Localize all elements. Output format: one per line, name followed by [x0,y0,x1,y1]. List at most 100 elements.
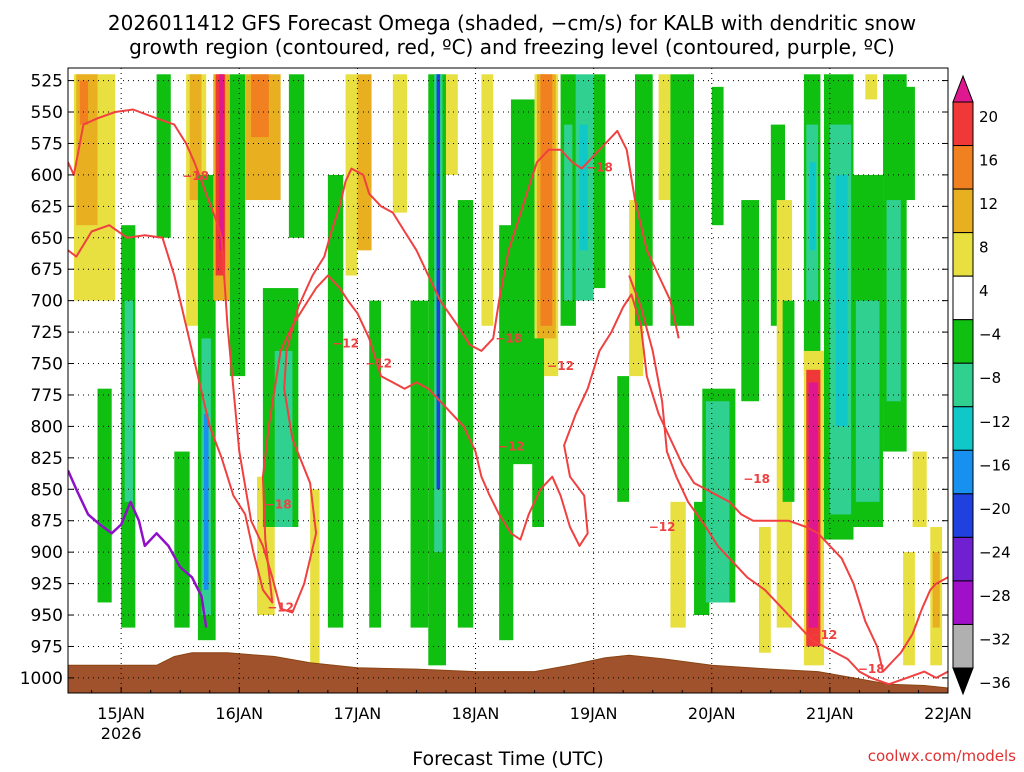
omega-shade-region [251,74,269,138]
y-tick-label: 750 [31,355,63,375]
y-tick-label: 525 [31,72,63,92]
omega-shade-region [79,80,89,125]
omega-shade-region [327,174,344,628]
omega-shade-region [711,86,724,226]
x-tick-label: 18JAN [452,704,500,723]
omega-shade-region [410,300,429,628]
dgz-contour-minus12 [68,224,948,673]
colorbar-segment [952,232,974,277]
colorbar-cap-bottom [952,667,974,696]
omega-shade-region [499,225,514,641]
y-tick-label: 975 [31,637,63,657]
colorbar-segment [952,101,974,147]
x-tick-label: 19JAN [570,704,618,723]
y-tick-label: 775 [31,386,63,406]
omega-shade-region [124,300,133,502]
omega-shade-region [617,376,630,502]
y-tick-label: 825 [31,449,63,469]
x-tick-sublabel: 2026 [101,724,142,743]
contour-label: −18 [743,472,770,486]
omega-shade-region [445,74,458,175]
x-tick-label: 20JAN [688,704,736,723]
chart-title-line1: 2026011412 GFS Forecast Omega (shaded, −… [108,11,916,35]
y-tick-label: 675 [31,260,63,280]
omega-shade-region [229,74,246,377]
omega-shade-region [741,200,760,402]
omega-shade-region [189,74,202,201]
omega-shade-region [900,86,915,201]
contour-label: −12 [365,357,392,371]
omega-shade-region [670,501,686,628]
colorbar-segment [952,493,974,538]
omega-shade-region [564,124,573,301]
y-tick-label: 875 [31,512,63,532]
colorbar-label: 16 [979,152,998,170]
x-tick-label: 16JAN [215,704,263,723]
y-tick-label: 1000 [20,669,63,689]
x-tick-label: 17JAN [334,704,382,723]
colorbar-label: 8 [979,239,989,257]
colorbar-label: −8 [979,369,1001,387]
colorbar-segment [952,319,974,364]
omega-shade-region [579,124,588,251]
colorbar-segment [952,536,974,582]
colorbar-segment [952,275,974,321]
omega-shade-region [203,413,209,590]
chart-title-line2: growth region (contoured, red, ºC) and f… [129,35,895,59]
colorbar-segment [952,362,974,408]
colorbar-segment [952,449,974,495]
omega-shade-region [865,74,878,100]
omega-shade-region [532,338,545,528]
colorbar-label: −20 [979,500,1011,518]
omega-shade-region [540,74,553,326]
contour-label: −18 [858,662,885,676]
y-tick-label: 900 [31,543,63,563]
y-tick-label: 700 [31,292,63,312]
dgz-contour-minus18 [68,108,680,614]
omega-shade-region [912,451,927,528]
colorbar-label: −28 [979,587,1011,605]
omega-shade-region [97,388,112,603]
omega-shade-region [670,74,695,326]
omega-shade-region [705,401,730,603]
y-tick-label: 725 [31,323,63,343]
contour-label: −18 [265,497,292,511]
y-tick-label: 600 [31,166,63,186]
colorbar-label: −12 [979,413,1011,431]
colorbar-label: −4 [979,326,1001,344]
plot-frame [67,67,949,694]
colorbar-label: −24 [979,543,1011,561]
omega-shade-region [156,74,171,238]
colorbar-label: −32 [979,630,1011,648]
omega-shade-region [782,300,795,502]
omega-shade-region [634,74,653,326]
x-tick-label: 21JAN [806,704,854,723]
omega-shade-region [835,174,848,427]
omega-shade-region [345,74,358,276]
omega-shade-region [808,382,819,628]
omega-shade-region [174,451,190,628]
contour-label: −18 [495,331,522,345]
contour-label: −12 [332,336,359,350]
dgz-contour-minus12-lower [628,275,948,686]
x-tick-label: 22JAN [924,704,972,723]
omega-shade-region [369,300,382,628]
y-tick-label: 800 [31,417,63,437]
colorbar-label: 12 [979,195,998,213]
colorbar-segment [952,580,974,625]
contour-label: −12 [498,440,525,454]
colorbar-label: −16 [979,456,1011,474]
omega-shade-region [457,200,474,628]
colorbar-label: −36 [979,674,1011,692]
contour-label: −12 [649,520,676,534]
colorbar-label: 20 [979,108,998,126]
omega-shade-region [357,74,372,251]
omega-shade-region [274,350,293,528]
omega-shade-region [310,489,320,666]
credit-label: coolwx.com/models [868,747,1016,765]
contour-label: −12 [547,359,574,373]
y-tick-label: 575 [31,134,63,154]
omega-shade-region [658,74,671,201]
